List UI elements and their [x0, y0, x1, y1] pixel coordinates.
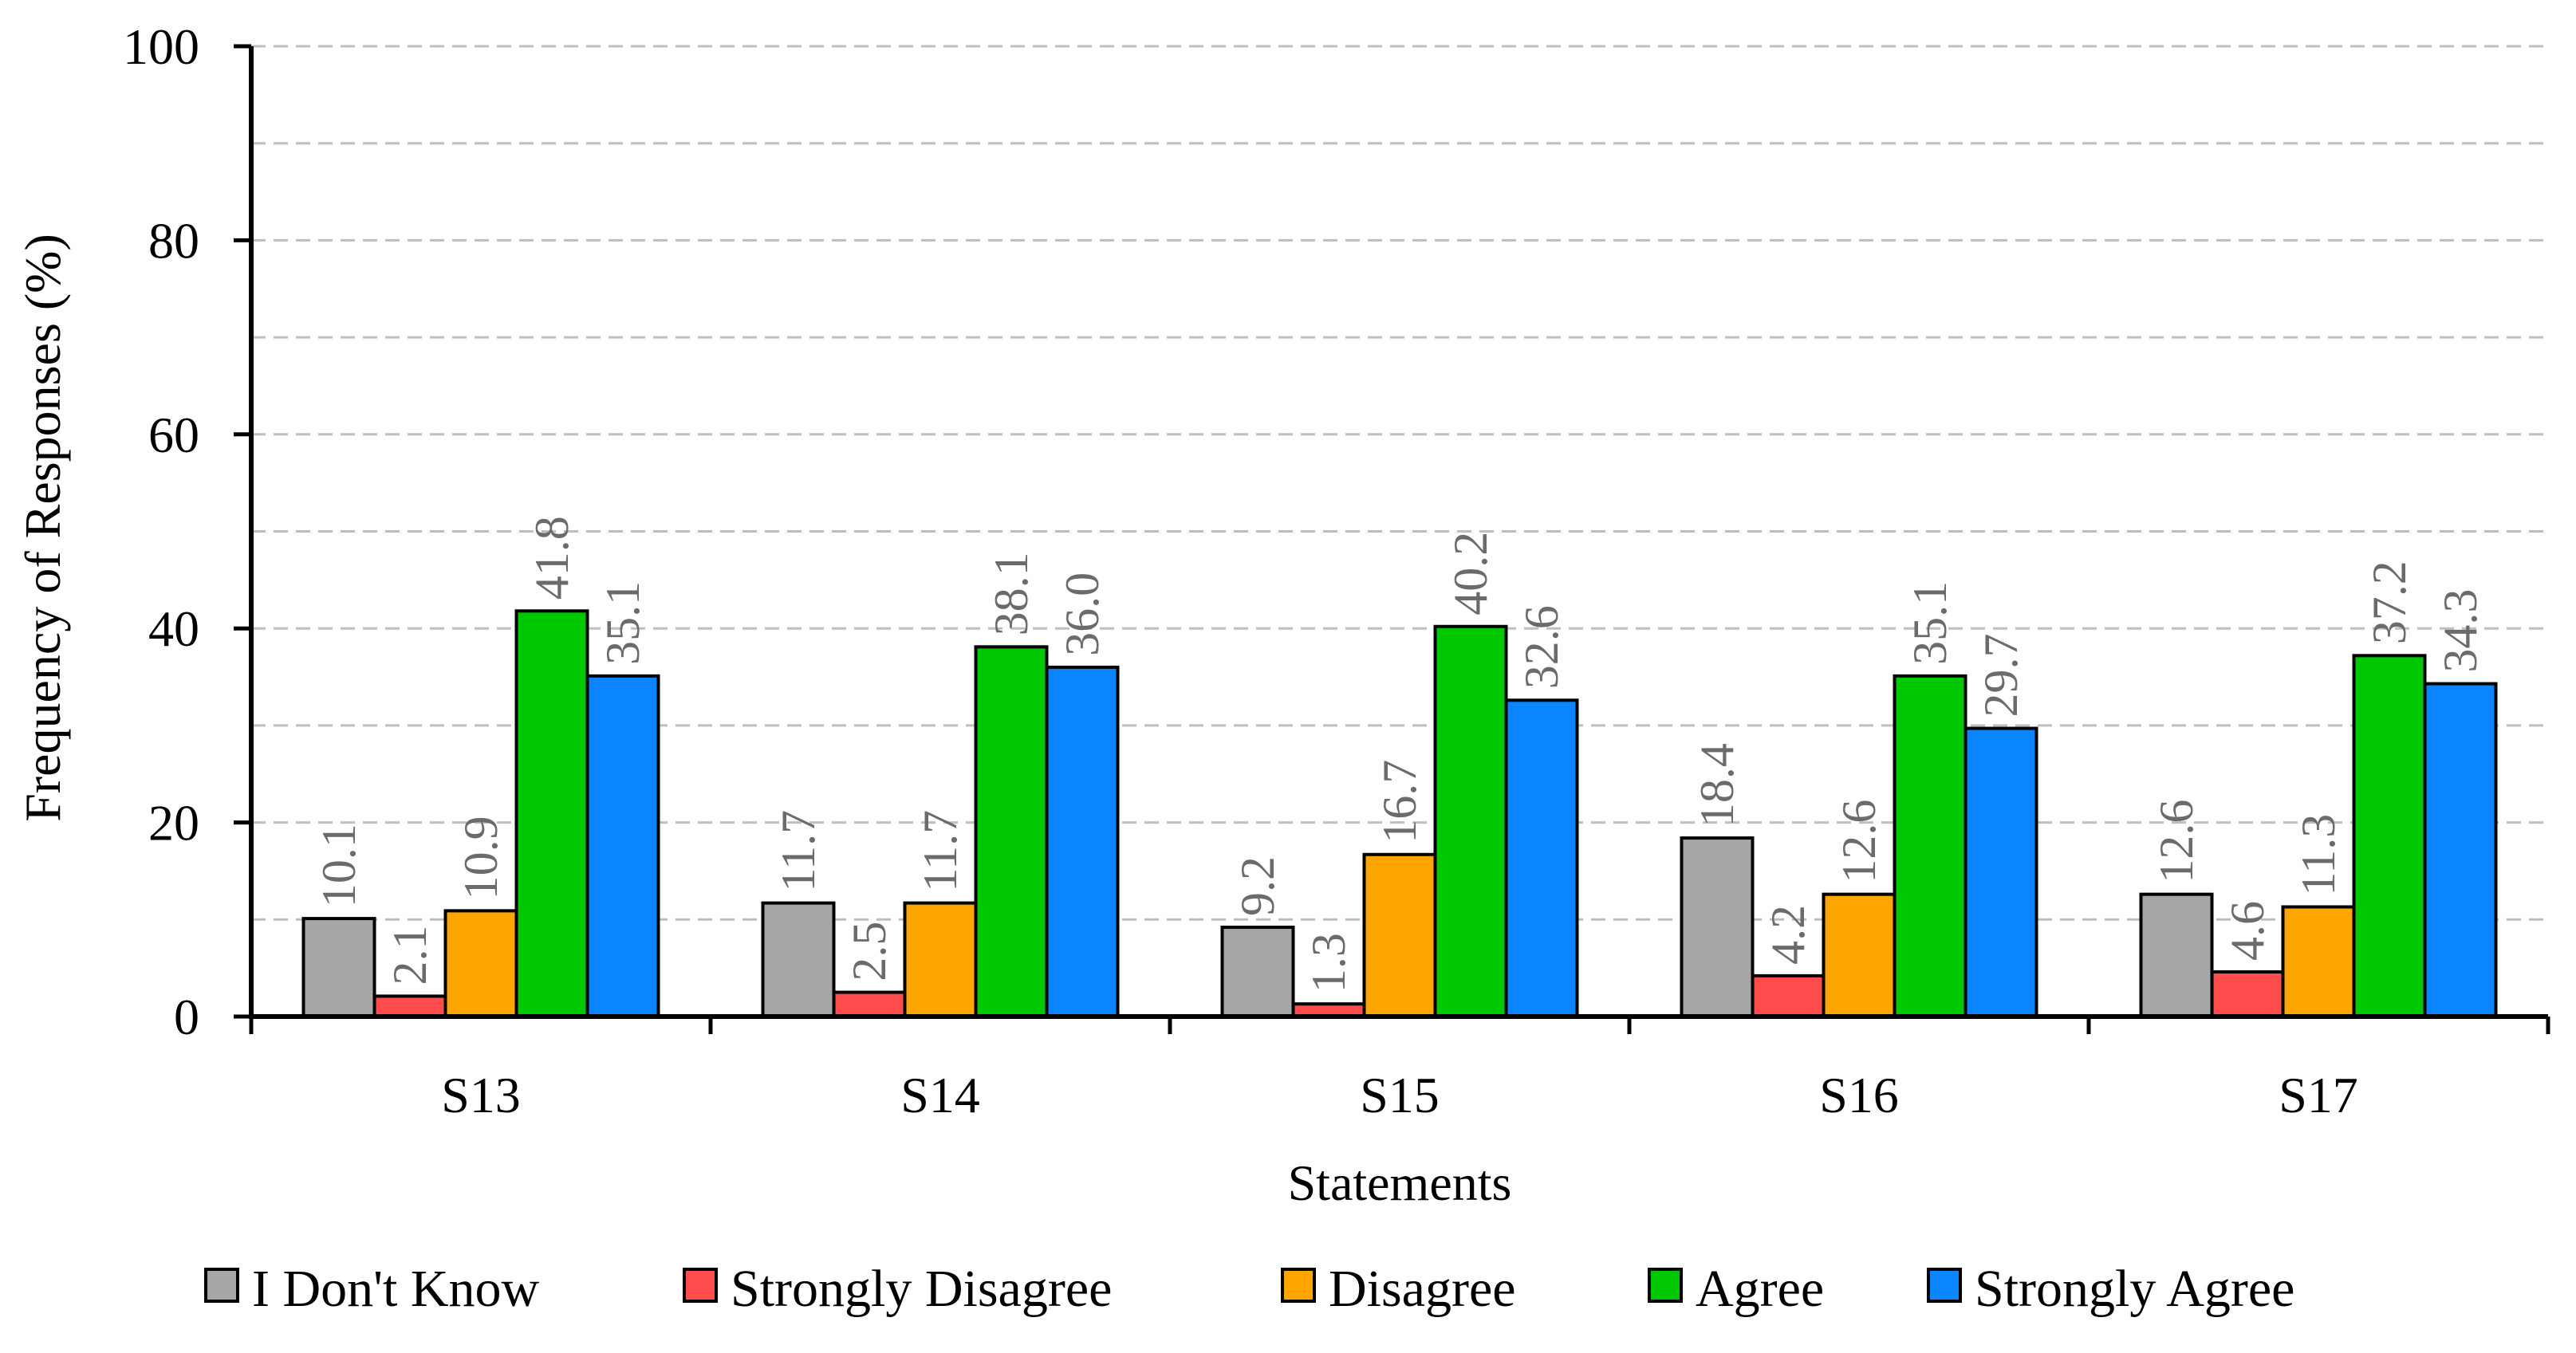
x-tick-label: S13 — [441, 1067, 521, 1123]
data-label: 35.1 — [1904, 581, 1956, 665]
bar — [903, 901, 978, 1018]
data-label: 10.9 — [455, 816, 507, 899]
data-label: 1.3 — [1302, 933, 1355, 993]
bar — [761, 901, 836, 1018]
bar — [974, 645, 1049, 1018]
bar — [1220, 926, 1295, 1019]
bar — [2210, 970, 2285, 1018]
legend-label: Strongly Agree — [1975, 1260, 2294, 1318]
legend-label: Strongly Disagree — [731, 1260, 1112, 1318]
y-axis-title: Frequency of Responses (%) — [14, 234, 71, 822]
bar — [1045, 665, 1120, 1018]
data-label: 4.6 — [2221, 901, 2274, 961]
x-tick-labels: S13 S14 S15 S16 S17 — [441, 1067, 2358, 1123]
y-tick-label: 20 — [148, 795, 199, 852]
bar — [1964, 726, 2038, 1019]
bar — [301, 917, 376, 1019]
bar — [514, 609, 589, 1018]
bar — [1751, 973, 1826, 1018]
bar — [832, 990, 907, 1018]
x-tick-label: S17 — [2279, 1067, 2358, 1123]
bar — [1893, 674, 1967, 1018]
legend-swatch — [683, 1268, 718, 1303]
data-label: 35.1 — [597, 581, 649, 665]
data-label: 34.3 — [2434, 589, 2487, 673]
y-tick-label: 0 — [174, 989, 199, 1045]
data-label: 29.7 — [1975, 634, 2027, 718]
data-label: 4.2 — [1762, 905, 1814, 965]
y-tick-label: 40 — [148, 600, 199, 657]
bar — [1433, 624, 1508, 1018]
data-label: 16.7 — [1373, 760, 1426, 844]
x-axis-title: Statements — [1288, 1154, 1512, 1211]
data-label: 12.6 — [1833, 800, 1885, 883]
bar — [585, 674, 660, 1018]
bar — [1680, 836, 1755, 1019]
legend-label: I Don't Know — [252, 1260, 540, 1318]
axes — [234, 44, 2550, 1034]
data-label: 9.2 — [1231, 856, 1284, 916]
bar — [372, 994, 447, 1018]
x-tick-label: S15 — [1360, 1067, 1440, 1123]
data-label: 11.7 — [914, 810, 967, 892]
y-tick-label: 80 — [148, 212, 199, 269]
legend-swatch — [1281, 1268, 1316, 1303]
bar — [2281, 905, 2356, 1018]
y-tick-label: 60 — [148, 407, 199, 463]
data-label: 11.7 — [772, 810, 825, 892]
legend-swatch — [1648, 1268, 1683, 1303]
bar — [443, 909, 518, 1019]
legend: I Don't Know Strongly Disagree Disagree Agr… — [204, 1260, 2294, 1318]
data-label: 37.2 — [2363, 560, 2416, 644]
data-label: 10.1 — [313, 824, 365, 907]
x-tick-label: S16 — [1819, 1067, 1899, 1123]
data-label: 18.4 — [1691, 743, 1743, 827]
x-tick-label: S14 — [900, 1067, 980, 1123]
data-label: 36.0 — [1056, 572, 1109, 656]
legend-label: Agree — [1696, 1260, 1824, 1318]
bar — [1504, 698, 1579, 1018]
data-labels: 10.1 2.1 10.9 41.8 35.1 11.7 2.5 11.7 38.1 36.0 9.… — [313, 516, 2487, 993]
bar — [2352, 654, 2427, 1018]
y-tick-label: 100 — [123, 18, 199, 75]
data-label: 40.2 — [1444, 532, 1497, 616]
data-label: 32.6 — [1515, 605, 1568, 689]
legend-label: Disagree — [1329, 1260, 1516, 1318]
gridlines — [251, 45, 2548, 921]
bar — [1362, 852, 1437, 1018]
data-label: 41.8 — [526, 516, 578, 600]
data-label: 11.3 — [2292, 814, 2345, 896]
data-label: 2.5 — [843, 922, 896, 981]
bar — [2423, 682, 2498, 1018]
y-tick-labels: 0 20 40 60 80 100 — [123, 18, 199, 1045]
bars — [301, 609, 2498, 1019]
legend-swatch — [204, 1268, 239, 1303]
data-label: 2.1 — [384, 925, 436, 985]
data-label: 38.1 — [985, 552, 1038, 635]
bar — [1822, 892, 1897, 1018]
data-label: 12.6 — [2150, 800, 2203, 883]
bar — [2139, 892, 2214, 1018]
legend-swatch — [1927, 1268, 1962, 1303]
